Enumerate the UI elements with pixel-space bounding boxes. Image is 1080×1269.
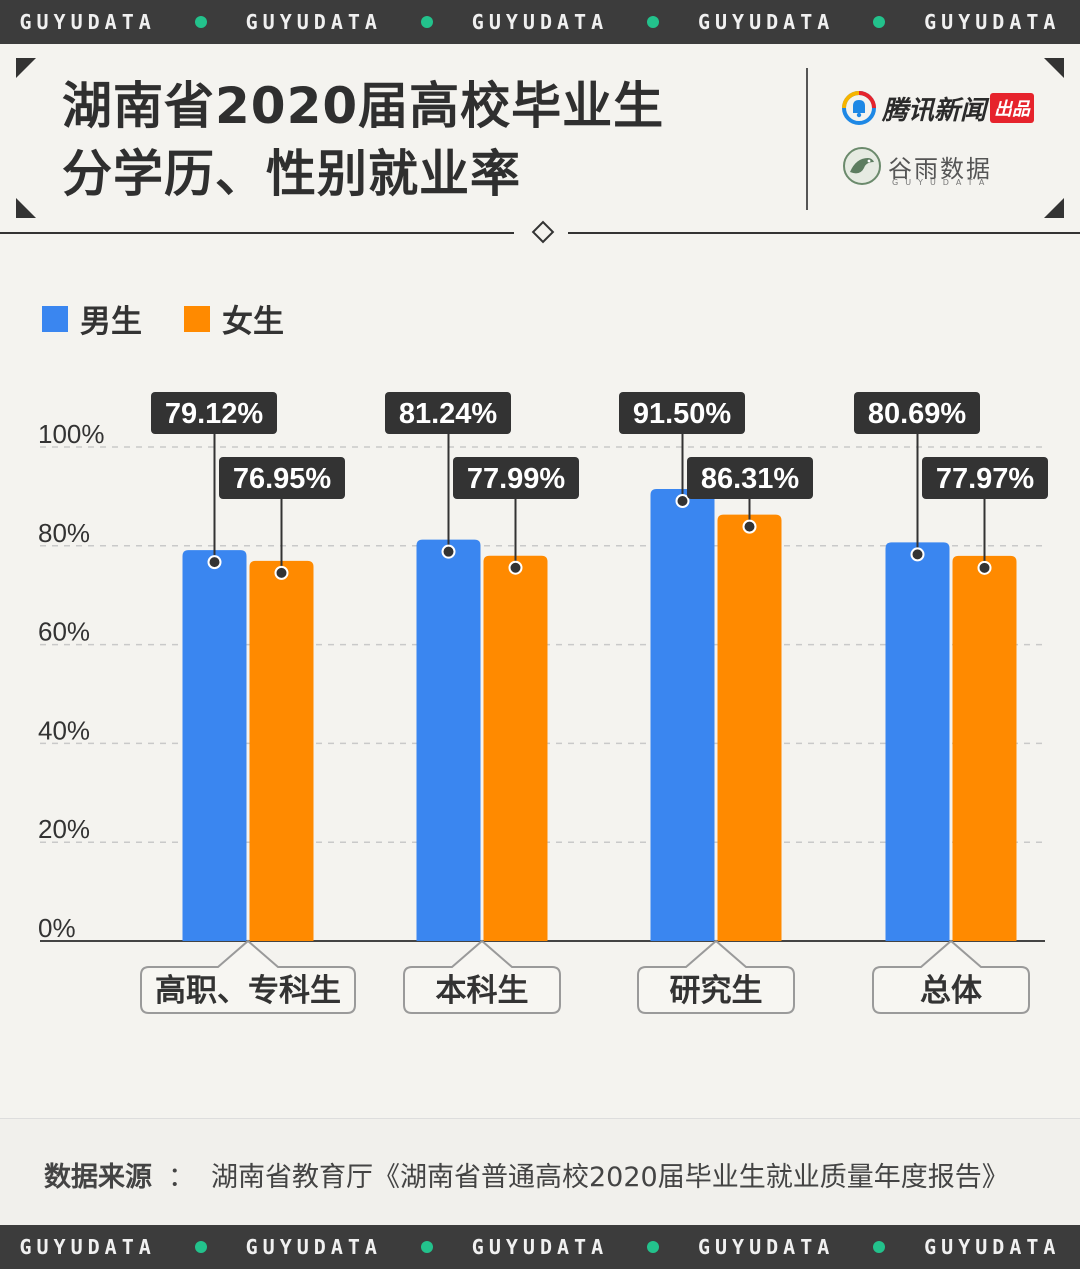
tencent-news-logo: 腾讯新闻 出品 [842,90,1035,126]
corner-mark-icon [1044,58,1064,78]
data-label-box [151,392,277,434]
x-tick-label: 本科生 [436,973,529,1008]
banner-text: GUYUDATA [697,10,835,34]
header-rule [568,232,1080,234]
bottom-banner: GUYUDATA GUYUDATA GUYUDATA GUYUDATA GUYU… [0,1225,1080,1269]
legend-label-male: 男生 [80,304,142,340]
header: 湖南省2020届高校毕业生 分学历、性别就业率 腾讯新闻 出品 谷雨数据 GUY… [0,44,1080,234]
banner-text: GUYUDATA [245,1235,382,1259]
bar-female [717,514,782,941]
source-value: 湖南省教育厅《湖南省普通高校2020届毕业生就业质量年度报告》 [211,1162,1009,1193]
data-label: 76.95% [233,463,332,495]
data-label-box [922,457,1048,499]
source-text: 数据来源 ： 湖南省教育厅《湖南省普通高校2020届毕业生就业质量年度报告》 [44,1155,1009,1194]
bar-male [182,550,247,941]
bell-icon [842,91,876,125]
legend-swatch-female [184,305,210,332]
data-label-box [687,457,813,499]
title-line-2: 分学历、性别就业率 [62,145,521,203]
corner-mark-icon [1044,198,1064,218]
legend-label-female: 女生 [222,304,284,340]
dot-icon [873,16,886,28]
marker-dot [508,560,523,575]
guyu-data-text: 谷雨数据 [888,154,992,183]
marker-dot [441,544,456,559]
x-tick-label: 总体 [920,973,982,1008]
data-label: 77.97% [936,463,1035,495]
y-tick-label: 60% [38,617,90,647]
bar-male [885,542,950,941]
dot-icon [647,1241,660,1253]
data-label: 79.12% [165,398,264,430]
bar-female [952,555,1017,941]
legend-swatch-male [42,305,68,332]
x-tick-label: 高职、专科生 [155,973,341,1008]
dot-icon [194,1241,207,1253]
top-banner: GUYUDATA GUYUDATA GUYUDATA GUYUDATA GUYU… [0,0,1080,44]
page-title: 湖南省2020届高校毕业生 分学历、性别就业率 [62,72,782,208]
marker-dot [910,547,925,562]
banner-text: GUYUDATA [697,1235,835,1259]
marker-dot [675,493,690,508]
banner-text: GUYUDATA [924,10,1061,34]
y-tick-label: 100% [38,419,105,449]
data-label-box [854,392,980,434]
data-label: 91.50% [633,398,732,430]
dot-icon [873,1241,886,1253]
divider [806,68,808,210]
source-separator: ： [168,1162,195,1193]
bar-male [650,488,715,941]
bar-chart: 0% 20% 40% 60% 80% 100% 79.12% 76.95% 高职、专科生 81.2… [38,392,1048,1014]
bar-male [416,539,481,941]
marker-dot [977,560,992,575]
x-tick-label: 研究生 [670,973,763,1008]
category-label-box [403,939,561,1014]
bar-female [483,555,548,941]
marker-dot [742,519,757,534]
banner-text: GUYUDATA [19,1235,156,1259]
dot-icon [420,1241,433,1253]
marker-dot [207,555,222,570]
category-label-box [637,939,795,1014]
bird-icon [843,147,881,185]
y-tick-label: 80% [38,518,90,548]
banner-text: GUYUDATA [471,1235,609,1259]
legend: 男生 女生 [42,296,326,341]
header-rule [0,232,514,234]
bar-female [249,560,314,941]
dot-icon [194,16,207,28]
data-label-box [219,457,345,499]
source-key: 数据来源 [44,1162,152,1193]
banner-text: GUYUDATA [245,10,382,34]
data-label: 86.31% [701,463,800,495]
data-label: 80.69% [868,398,967,430]
dot-icon [420,16,433,28]
banner-text: GUYUDATA [924,1235,1061,1259]
title-line-1: 湖南省2020届高校毕业生 [62,77,665,135]
corner-mark-icon [16,198,36,218]
source-footer: 数据来源 ： 湖南省教育厅《湖南省普通高校2020届毕业生就业质量年度报告》 [0,1118,1080,1226]
banner-text: GUYUDATA [471,10,609,34]
y-tick-label: 40% [38,715,90,745]
data-label-box [453,457,579,499]
data-label-box [385,392,511,434]
banner-text: GUYUDATA [19,10,156,34]
marker-dot [274,565,289,580]
data-label: 81.24% [399,398,498,430]
produced-badge: 出品 [990,93,1035,123]
data-label-box [619,392,745,434]
tencent-news-text: 腾讯新闻 [882,95,987,126]
category-label-box [140,939,356,1014]
corner-mark-icon [16,58,36,78]
y-tick-label: 20% [38,814,90,844]
category-label-box [872,939,1030,1014]
dot-icon [647,16,660,28]
y-tick-label: 0% [38,913,76,943]
guyu-data-logo: 谷雨数据 GUYUDATA [842,146,992,187]
guyu-data-subtext: GUYUDATA [892,178,992,187]
data-label: 77.99% [467,463,566,495]
